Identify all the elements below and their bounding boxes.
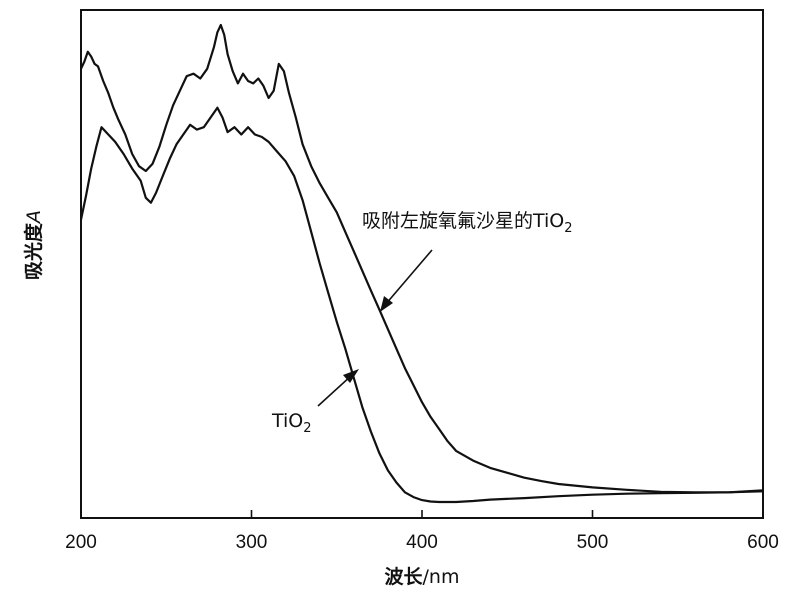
- annotation-arrow-tio2: [317, 369, 359, 407]
- series-line-tio2: [79, 106, 764, 504]
- annotation-arrow-adsorbed: [380, 249, 433, 312]
- x-axis-title: 波长/nm: [385, 565, 460, 588]
- series-line-adsorbed-tio2: [80, 23, 764, 494]
- x-tick-label: 500: [577, 532, 609, 553]
- x-tick-label: 400: [406, 532, 438, 553]
- x-tick-label: 200: [65, 532, 97, 553]
- x-tick-label: 600: [747, 532, 779, 553]
- series-layer: [79, 23, 764, 504]
- y-axis-title: 吸光度A: [22, 210, 45, 280]
- plot-frame: [80, 9, 764, 519]
- annotation-label-tio2: TiO2: [271, 410, 312, 436]
- x-tick-label: 300: [236, 532, 268, 553]
- annotation-label-adsorbed: 吸附左旋氧氟沙星的TiO2: [362, 210, 573, 236]
- x-axis-ticks: 200 300 400 500 600: [65, 510, 779, 553]
